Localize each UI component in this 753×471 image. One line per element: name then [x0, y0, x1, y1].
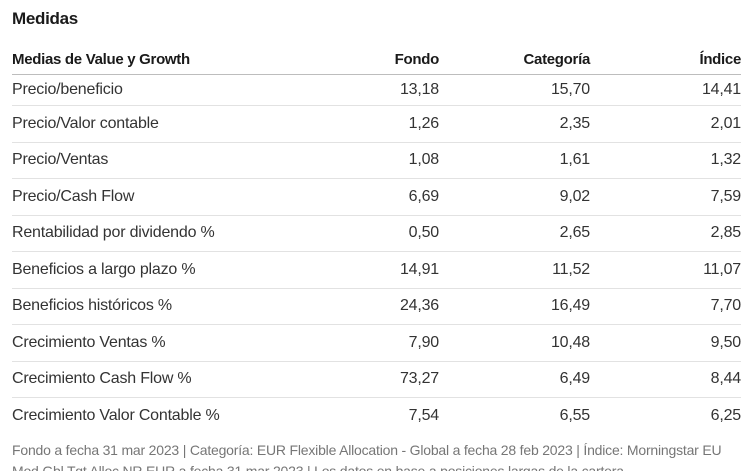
fund-value: 6,69 — [238, 178, 439, 215]
index-value: 7,59 — [590, 178, 741, 215]
table-row: Beneficios a largo plazo % 14,91 11,52 1… — [12, 251, 741, 288]
index-value: 9,50 — [590, 324, 741, 361]
table-row: Precio/Cash Flow 6,69 9,02 7,59 — [12, 178, 741, 215]
index-value: 2,85 — [590, 214, 741, 252]
fund-value: 13,18 — [238, 74, 439, 106]
section-title: Medidas — [12, 9, 78, 28]
value-growth-table: Medias de Value y Growth Fondo Categoría… — [12, 44, 741, 434]
category-value: 10,48 — [439, 324, 590, 361]
header-category: Categoría — [523, 50, 591, 68]
table-row: Beneficios históricos % 24,36 16,49 7,70 — [12, 287, 741, 325]
row-label: Precio/beneficio — [12, 74, 238, 106]
index-value: 1,32 — [590, 141, 741, 179]
table-row: Precio/Ventas 1,08 1,61 1,32 — [12, 141, 741, 179]
header-measure: Medias de Value y Growth — [12, 50, 190, 68]
row-label: Precio/Cash Flow — [12, 178, 238, 215]
row-label: Rentabilidad por dividendo % — [12, 214, 238, 252]
table-row: Precio/beneficio 13,18 15,70 14,41 — [12, 74, 741, 106]
category-value: 11,52 — [439, 251, 590, 288]
category-value: 16,49 — [439, 287, 590, 325]
row-label: Crecimiento Cash Flow % — [12, 360, 238, 398]
fund-value: 0,50 — [238, 214, 439, 252]
category-value: 2,35 — [439, 105, 590, 142]
category-value: 6,49 — [439, 360, 590, 398]
header-index: Índice — [699, 50, 741, 68]
table-row: Rentabilidad por dividendo % 0,50 2,65 2… — [12, 214, 741, 252]
row-label: Precio/Valor contable — [12, 105, 238, 142]
category-value: 15,70 — [439, 74, 590, 106]
header-fund: Fondo — [394, 50, 440, 68]
row-label: Crecimiento Ventas % — [12, 324, 238, 361]
index-value: 8,44 — [590, 360, 741, 398]
table-row: Crecimiento Valor Contable % 7,54 6,55 6… — [12, 397, 741, 434]
fund-value: 73,27 — [238, 360, 439, 398]
index-value: 6,25 — [590, 397, 741, 434]
table-row: Precio/Valor contable 1,26 2,35 2,01 — [12, 105, 741, 142]
footnote: Fondo a fecha 31 mar 2023 | Categoría: E… — [12, 442, 722, 471]
fund-value: 7,90 — [238, 324, 439, 361]
row-label: Precio/Ventas — [12, 141, 238, 179]
index-value: 14,41 — [590, 74, 741, 106]
fund-value: 7,54 — [238, 397, 439, 434]
index-value: 2,01 — [590, 105, 741, 142]
row-label: Crecimiento Valor Contable % — [12, 397, 238, 434]
fund-value: 1,26 — [238, 105, 439, 142]
table-row: Crecimiento Cash Flow % 73,27 6,49 8,44 — [12, 360, 741, 398]
category-value: 2,65 — [439, 214, 590, 252]
index-value: 7,70 — [590, 287, 741, 325]
row-label: Beneficios históricos % — [12, 287, 238, 325]
fund-value: 14,91 — [238, 251, 439, 288]
table-row: Crecimiento Ventas % 7,90 10,48 9,50 — [12, 324, 741, 361]
index-value: 11,07 — [590, 251, 741, 288]
fund-value: 1,08 — [238, 141, 439, 179]
category-value: 1,61 — [439, 141, 590, 179]
category-value: 6,55 — [439, 397, 590, 434]
fund-value: 24,36 — [238, 287, 439, 325]
category-value: 9,02 — [439, 178, 590, 215]
row-label: Beneficios a largo plazo % — [12, 251, 238, 288]
table-header-row: Medias de Value y Growth Fondo Categoría… — [12, 44, 741, 75]
